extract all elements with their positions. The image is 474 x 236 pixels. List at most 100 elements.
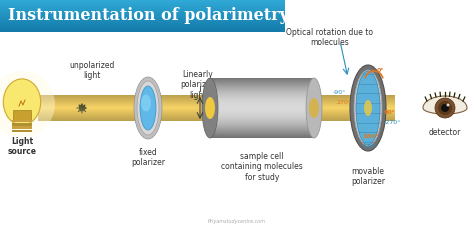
Bar (210, 119, 314, 120)
Ellipse shape (354, 70, 382, 146)
Ellipse shape (202, 78, 218, 138)
Ellipse shape (350, 65, 386, 151)
Bar (0, 0, 285, 1)
Circle shape (447, 104, 449, 106)
Bar (38, 117, 395, 118)
Bar (38, 115, 395, 116)
Bar (210, 118, 314, 119)
Bar (210, 135, 314, 136)
Bar (210, 78, 314, 138)
Bar (210, 126, 314, 127)
Bar (210, 84, 314, 85)
Bar (38, 102, 395, 103)
Ellipse shape (306, 78, 322, 138)
Bar (0, 10, 285, 11)
Bar (0, 17, 285, 18)
Bar (38, 105, 395, 106)
Circle shape (441, 104, 449, 112)
Text: -180°: -180° (362, 143, 379, 148)
Bar (38, 104, 395, 105)
Bar (38, 95, 395, 96)
Ellipse shape (137, 81, 159, 135)
Bar (0, 9, 285, 10)
Bar (210, 136, 314, 137)
Ellipse shape (0, 71, 55, 137)
Bar (0, 24, 285, 25)
Bar (210, 105, 314, 106)
Bar (210, 96, 314, 97)
Text: Optical rotation due to
molecules: Optical rotation due to molecules (286, 28, 374, 47)
Text: 0°: 0° (377, 67, 384, 72)
Bar (38, 111, 395, 112)
Bar (210, 108, 314, 109)
Bar (210, 109, 314, 110)
Bar (0, 19, 285, 20)
Bar (38, 106, 395, 107)
Bar (210, 90, 314, 91)
Bar (0, 3, 285, 4)
Bar (0, 14, 285, 15)
Bar (38, 100, 395, 101)
Bar (38, 112, 395, 113)
Bar (210, 80, 314, 81)
Bar (210, 134, 314, 135)
Circle shape (438, 101, 452, 115)
Ellipse shape (364, 100, 372, 116)
Bar (12, 130, 32, 132)
Bar (210, 83, 314, 84)
Bar (0, 11, 285, 12)
Bar (210, 113, 314, 114)
Bar (0, 28, 285, 29)
Circle shape (435, 98, 455, 118)
Bar (0, 22, 285, 23)
Bar (210, 103, 314, 104)
Bar (210, 88, 314, 89)
Bar (210, 129, 314, 130)
Bar (210, 107, 314, 108)
Bar (0, 1, 285, 2)
Bar (38, 110, 395, 111)
Bar (210, 93, 314, 94)
Bar (210, 97, 314, 98)
Bar (210, 131, 314, 132)
Text: 90°: 90° (384, 110, 396, 114)
Bar (210, 100, 314, 101)
Text: Linearly
polarized
light: Linearly polarized light (180, 70, 216, 100)
Bar (210, 125, 314, 126)
Bar (210, 87, 314, 88)
Bar (38, 98, 395, 99)
Bar (38, 99, 395, 100)
Ellipse shape (309, 98, 319, 118)
Bar (38, 97, 395, 98)
Bar (38, 114, 395, 115)
Polygon shape (423, 96, 467, 114)
Bar (0, 23, 285, 24)
Bar (210, 89, 314, 90)
Bar (38, 118, 395, 119)
Ellipse shape (134, 77, 162, 139)
Bar (210, 81, 314, 82)
Ellipse shape (205, 97, 215, 119)
Bar (210, 78, 314, 79)
Bar (13, 110, 31, 121)
Bar (210, 121, 314, 122)
Bar (210, 92, 314, 93)
Bar (0, 18, 285, 19)
Bar (38, 103, 395, 104)
Bar (210, 94, 314, 95)
Bar (210, 133, 314, 134)
Text: detector: detector (429, 128, 461, 137)
Bar (38, 108, 395, 109)
Bar (0, 15, 285, 16)
Text: 180°: 180° (362, 134, 378, 139)
Text: -270°: -270° (384, 119, 401, 125)
Bar (210, 120, 314, 121)
Bar (210, 112, 314, 113)
Bar (12, 123, 32, 126)
Bar (210, 132, 314, 133)
Bar (0, 6, 285, 7)
Text: unpolarized
light: unpolarized light (69, 61, 115, 80)
Bar (0, 16, 285, 17)
Bar (210, 79, 314, 80)
Bar (210, 116, 314, 117)
